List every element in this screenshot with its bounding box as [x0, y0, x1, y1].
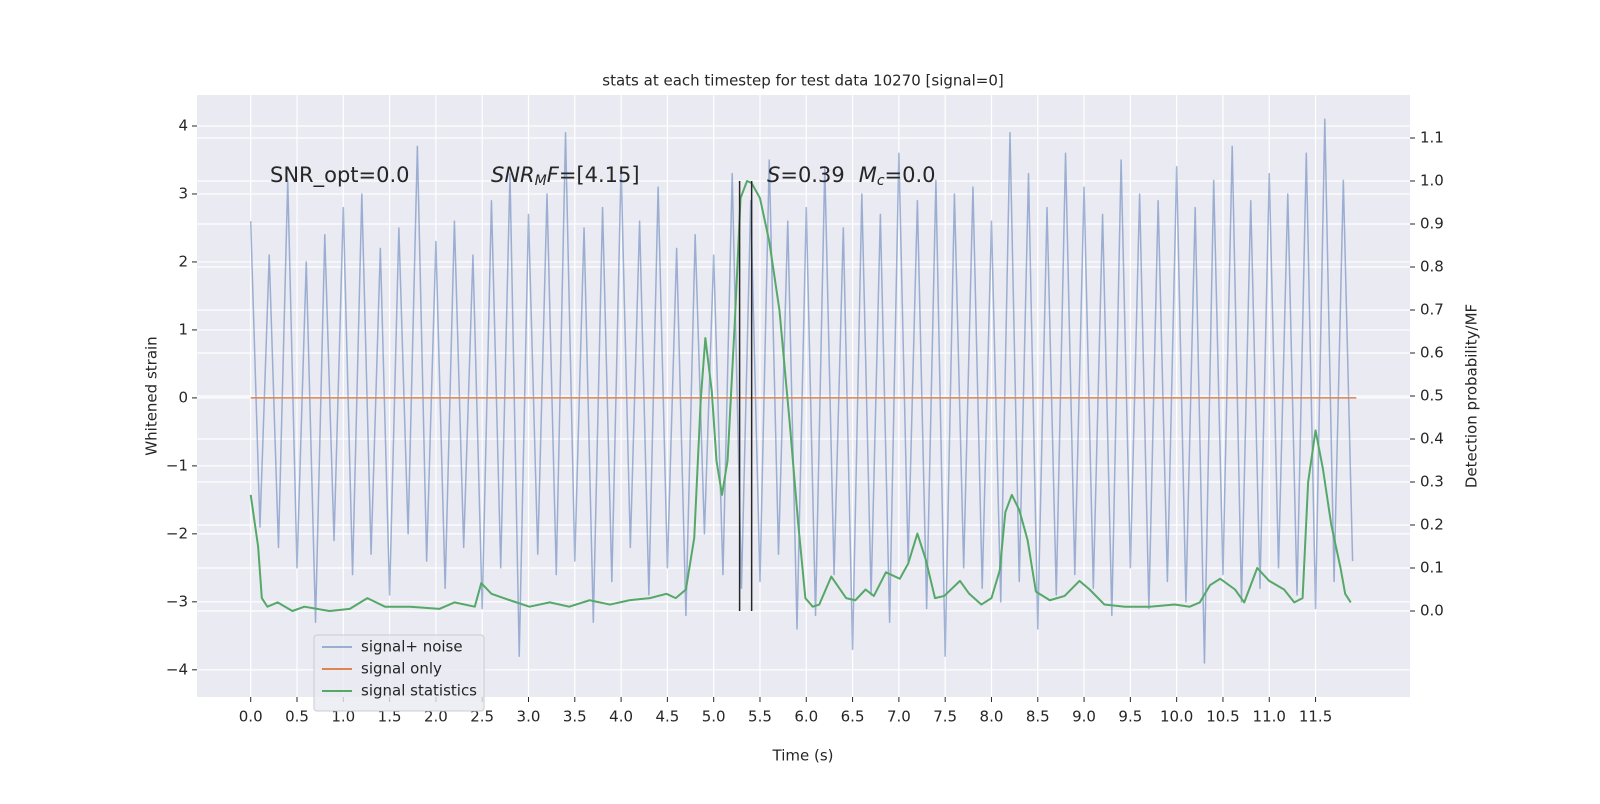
y2-tick-label: 1.1	[1420, 129, 1444, 147]
x-tick-label: 8.5	[1026, 708, 1050, 726]
annotation-sub: M	[535, 173, 547, 189]
y-tick-label: −2	[166, 524, 188, 542]
x-tick-label: 0.5	[285, 708, 309, 726]
x-tick-label: 1.0	[331, 708, 355, 726]
x-tick-label: 9.0	[1072, 708, 1096, 726]
annotation-part: M	[859, 163, 877, 187]
y-tick-label: 2	[178, 252, 188, 270]
y2-tick-label: 0.2	[1420, 516, 1444, 534]
y2-tick-label: 0.1	[1420, 559, 1444, 577]
annotation-part: F	[547, 163, 560, 187]
x-tick-label: 11.0	[1253, 708, 1286, 726]
axes: 0.0 0.5 1.0 1.5 2.0 2.5 3.0 3.5 4.0 4.5 5.0 5.5 6.0 6…	[166, 116, 1444, 725]
y2-tick-label: 0.4	[1420, 430, 1444, 448]
y2-axis-label: Detection probability/MF	[1463, 304, 1481, 488]
x-tick-label: 5.0	[702, 708, 726, 726]
y2-tick-label: 0.6	[1420, 344, 1444, 362]
y2-tick-label: 0.3	[1420, 473, 1444, 491]
series-line	[249, 180, 1352, 612]
y2-tick-label: 0.7	[1420, 301, 1444, 319]
x-tick-label: 0.0	[239, 708, 263, 726]
legend-box	[313, 634, 485, 712]
x-tick-label: 7.5	[933, 708, 957, 726]
y-tick-label: 0	[178, 388, 188, 406]
legend-label: signal+ noise	[361, 638, 463, 656]
annotation-sub: c	[877, 173, 885, 189]
annotation-part: SNR	[491, 163, 535, 187]
y2-tick-label: 0.8	[1420, 258, 1444, 276]
legend-label: signal statistics	[361, 682, 477, 700]
annotation: SNRMF=[4.15]	[491, 163, 640, 189]
annotation-part: =[4.15]	[559, 163, 640, 187]
x-tick-label: 10.0	[1160, 708, 1193, 726]
x-axis-label: Time (s)	[772, 747, 834, 765]
x-tick-label: 8.0	[980, 708, 1004, 726]
annotation-part: =0.39	[780, 163, 844, 187]
y2-tick-label: 0.5	[1420, 387, 1444, 405]
y-tick-label: −4	[166, 660, 188, 678]
x-tick-label: 1.5	[378, 708, 402, 726]
legend: signal+ noise signal only signal statistic…	[313, 634, 485, 712]
x-tick-label: 5.5	[748, 708, 772, 726]
x-tick-label: 2.5	[470, 708, 494, 726]
annotation: S=0.39 Mc=0.0	[767, 163, 936, 189]
y-tick-label: 1	[178, 320, 188, 338]
x-tick-label: 4.5	[655, 708, 679, 726]
y-tick-label: −1	[166, 456, 188, 474]
y2-tick-label: 0.0	[1420, 602, 1444, 620]
x-tick-label: 7.0	[887, 708, 911, 726]
y2-tick-label: 0.9	[1420, 215, 1444, 233]
x-tick-label: 3.0	[517, 708, 541, 726]
y-axis-label: Whitened strain	[143, 336, 161, 455]
x-tick-label: 6.0	[794, 708, 818, 726]
x-tick-label: 3.5	[563, 708, 587, 726]
y2-tick-label: 1.0	[1420, 172, 1444, 190]
x-tick-label: 10.5	[1206, 708, 1239, 726]
x-tick-label: 2.0	[424, 708, 448, 726]
annotation: SNR_opt=0.0	[270, 163, 410, 188]
marks	[249, 118, 1357, 664]
annotation-part: S	[767, 163, 780, 187]
x-tick-label: 11.5	[1299, 708, 1332, 726]
x-tick-label: 4.0	[609, 708, 633, 726]
annotation-part: =0.0	[885, 163, 936, 187]
y-tick-label: 3	[178, 184, 188, 202]
x-tick-label: 9.5	[1118, 708, 1142, 726]
y-tick-label: −3	[166, 592, 188, 610]
series-line	[249, 118, 1354, 664]
y-tick-label: 4	[178, 116, 188, 134]
legend-label: signal only	[361, 660, 442, 678]
chart-title: stats at each timestep for test data 102…	[602, 72, 1003, 90]
x-tick-label: 6.5	[841, 708, 865, 726]
